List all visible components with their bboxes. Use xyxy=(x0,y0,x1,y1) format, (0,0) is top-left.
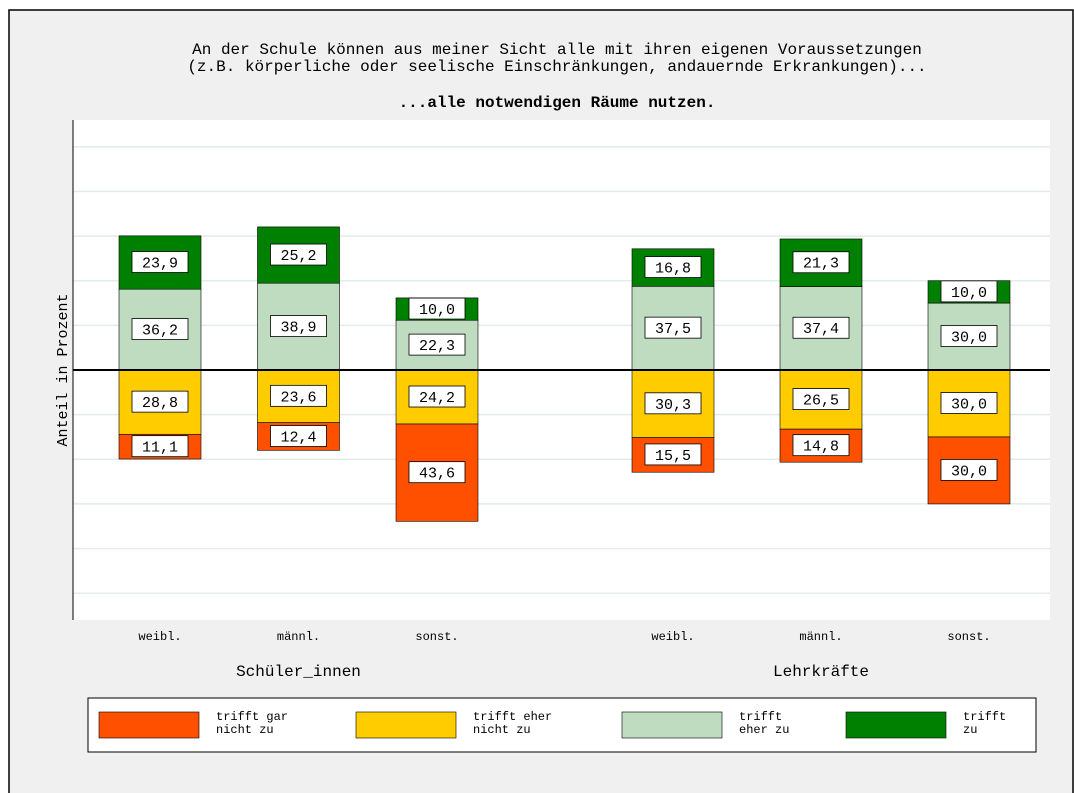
value-label-box xyxy=(408,333,466,356)
value-label: 12,4 xyxy=(280,429,316,446)
value-label: 36,2 xyxy=(142,323,178,340)
value-label: 30,0 xyxy=(951,396,987,413)
value-label-box xyxy=(270,315,327,337)
value-label-box xyxy=(270,243,327,266)
value-label-box xyxy=(408,461,466,484)
value-label: 22,3 xyxy=(419,338,455,355)
value-label: 38,9 xyxy=(280,320,316,337)
value-label: 10,0 xyxy=(951,285,987,302)
value-label: 30,3 xyxy=(655,397,691,414)
value-label-box xyxy=(644,443,702,466)
value-label: 15,5 xyxy=(655,448,691,465)
legend-label: trifft eher nicht zu xyxy=(473,710,553,737)
value-label-box xyxy=(644,256,702,278)
value-label: 25,2 xyxy=(280,248,316,265)
value-label: 37,5 xyxy=(655,321,691,338)
value-label-box xyxy=(408,297,466,320)
value-label: 10,0 xyxy=(419,302,455,319)
value-label-box xyxy=(644,392,702,415)
value-label-box xyxy=(270,425,327,447)
legend-label: trifft gar nicht zu xyxy=(216,710,289,737)
value-label-box xyxy=(792,434,850,457)
value-label: 16,8 xyxy=(655,261,691,278)
x-tick-label: weibl. xyxy=(138,630,181,644)
y-axis-label: Anteil in Prozent xyxy=(55,293,72,446)
value-label-box xyxy=(644,316,702,339)
value-label-box xyxy=(792,388,850,410)
value-label: 14,8 xyxy=(803,439,839,456)
legend-label: trifft zu xyxy=(963,710,1007,737)
value-label-box xyxy=(940,325,998,347)
value-label: 11,1 xyxy=(142,440,178,457)
value-label: 21,3 xyxy=(803,256,839,273)
legend-swatch xyxy=(355,711,457,739)
chart-title: An der Schule können aus meiner Sicht al… xyxy=(187,41,927,76)
value-label: 26,5 xyxy=(803,393,839,410)
value-label: 43,6 xyxy=(419,466,455,483)
value-label-box xyxy=(270,384,327,407)
legend-swatch xyxy=(621,711,723,739)
value-label: 30,0 xyxy=(951,463,987,480)
x-tick-label: weibl. xyxy=(651,630,694,644)
value-label-box xyxy=(131,435,189,458)
group-label: Lehrkräfte xyxy=(773,663,869,681)
value-label-box xyxy=(792,251,850,274)
value-label: 24,2 xyxy=(419,390,455,407)
value-label: 23,6 xyxy=(280,389,316,406)
chart-subtitle: ...alle notwendigen Räume nutzen. xyxy=(398,94,716,112)
value-label-box xyxy=(792,316,850,339)
x-tick-label: männl. xyxy=(799,630,842,644)
x-tick-label: sonst. xyxy=(415,630,458,644)
value-label-box xyxy=(940,392,998,414)
value-label-box xyxy=(940,459,998,481)
x-tick-label: männl. xyxy=(277,630,320,644)
value-label-box xyxy=(131,390,189,413)
legend-swatch xyxy=(845,711,947,739)
legend-label: trifft eher zu xyxy=(739,710,790,737)
value-label: 28,8 xyxy=(142,395,178,412)
value-label-box xyxy=(131,318,189,340)
value-label-box xyxy=(940,280,998,303)
value-label: 23,9 xyxy=(142,255,178,272)
value-label-box xyxy=(131,251,189,273)
value-label: 37,4 xyxy=(803,321,839,338)
legend-swatch xyxy=(98,711,200,739)
x-tick-label: sonst. xyxy=(947,630,990,644)
group-label: Schüler_innen xyxy=(236,663,361,681)
value-label-box xyxy=(408,385,466,408)
value-label: 30,0 xyxy=(951,329,987,346)
